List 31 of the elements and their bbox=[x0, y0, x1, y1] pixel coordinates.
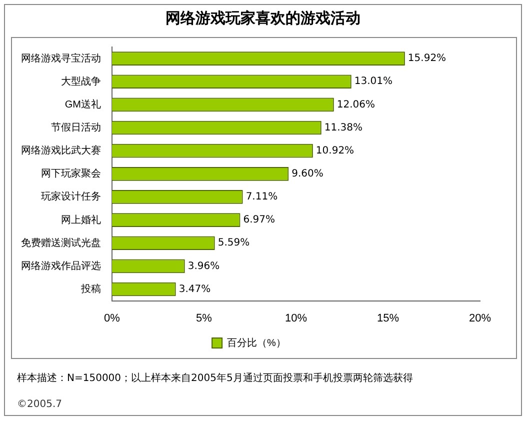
y-tick-label: GM送礼 bbox=[64, 98, 101, 110]
x-tick-label: 20% bbox=[468, 312, 492, 324]
y-tick-label: 玩家设计任务 bbox=[41, 190, 101, 203]
x-tick-label: 10% bbox=[284, 312, 308, 324]
y-tick-label: 网上婚礼 bbox=[61, 214, 101, 226]
data-label: 3.47% bbox=[178, 284, 211, 295]
data-label: 7.11% bbox=[246, 192, 278, 203]
data-label: 5.59% bbox=[218, 238, 250, 249]
data-label: 15.92% bbox=[408, 53, 446, 64]
data-label: 3.96% bbox=[188, 260, 220, 272]
chart-title: 网络游戏玩家喜欢的游戏活动 bbox=[164, 9, 362, 28]
text: 样本描述：N=150000；以上样本来自2005年5月通过页面投票和手机投票两轮筛选获得 bbox=[17, 372, 413, 385]
x-tick-label: 15% bbox=[376, 312, 400, 324]
y-tick-label: 节假日活动 bbox=[51, 122, 101, 134]
text: ©2005.7 bbox=[17, 399, 62, 410]
y-tick-label: 大型战争 bbox=[61, 75, 101, 88]
data-label: 13.01% bbox=[354, 76, 393, 88]
y-tick-label: 网络游戏寻宝活动 bbox=[21, 52, 101, 64]
legend-label: 百分比（%） bbox=[227, 336, 286, 349]
data-label: 6.97% bbox=[243, 214, 276, 226]
data-label: 12.06% bbox=[336, 99, 376, 110]
y-tick-label: 网络游戏比武大赛 bbox=[21, 144, 101, 157]
y-tick-label: 网络游戏作品评选 bbox=[21, 260, 101, 272]
y-tick-label: 投稿 bbox=[80, 283, 101, 296]
y-tick-label: 免费赠送测试光盘 bbox=[21, 236, 101, 249]
y-tick-label: 网下玩家聚会 bbox=[41, 168, 101, 180]
data-label: 9.60% bbox=[292, 168, 324, 180]
x-tick-label: 0% bbox=[104, 312, 120, 324]
x-tick-label: 5% bbox=[196, 312, 212, 324]
data-label: 10.92% bbox=[316, 145, 354, 156]
data-label: 11.38% bbox=[324, 122, 363, 134]
